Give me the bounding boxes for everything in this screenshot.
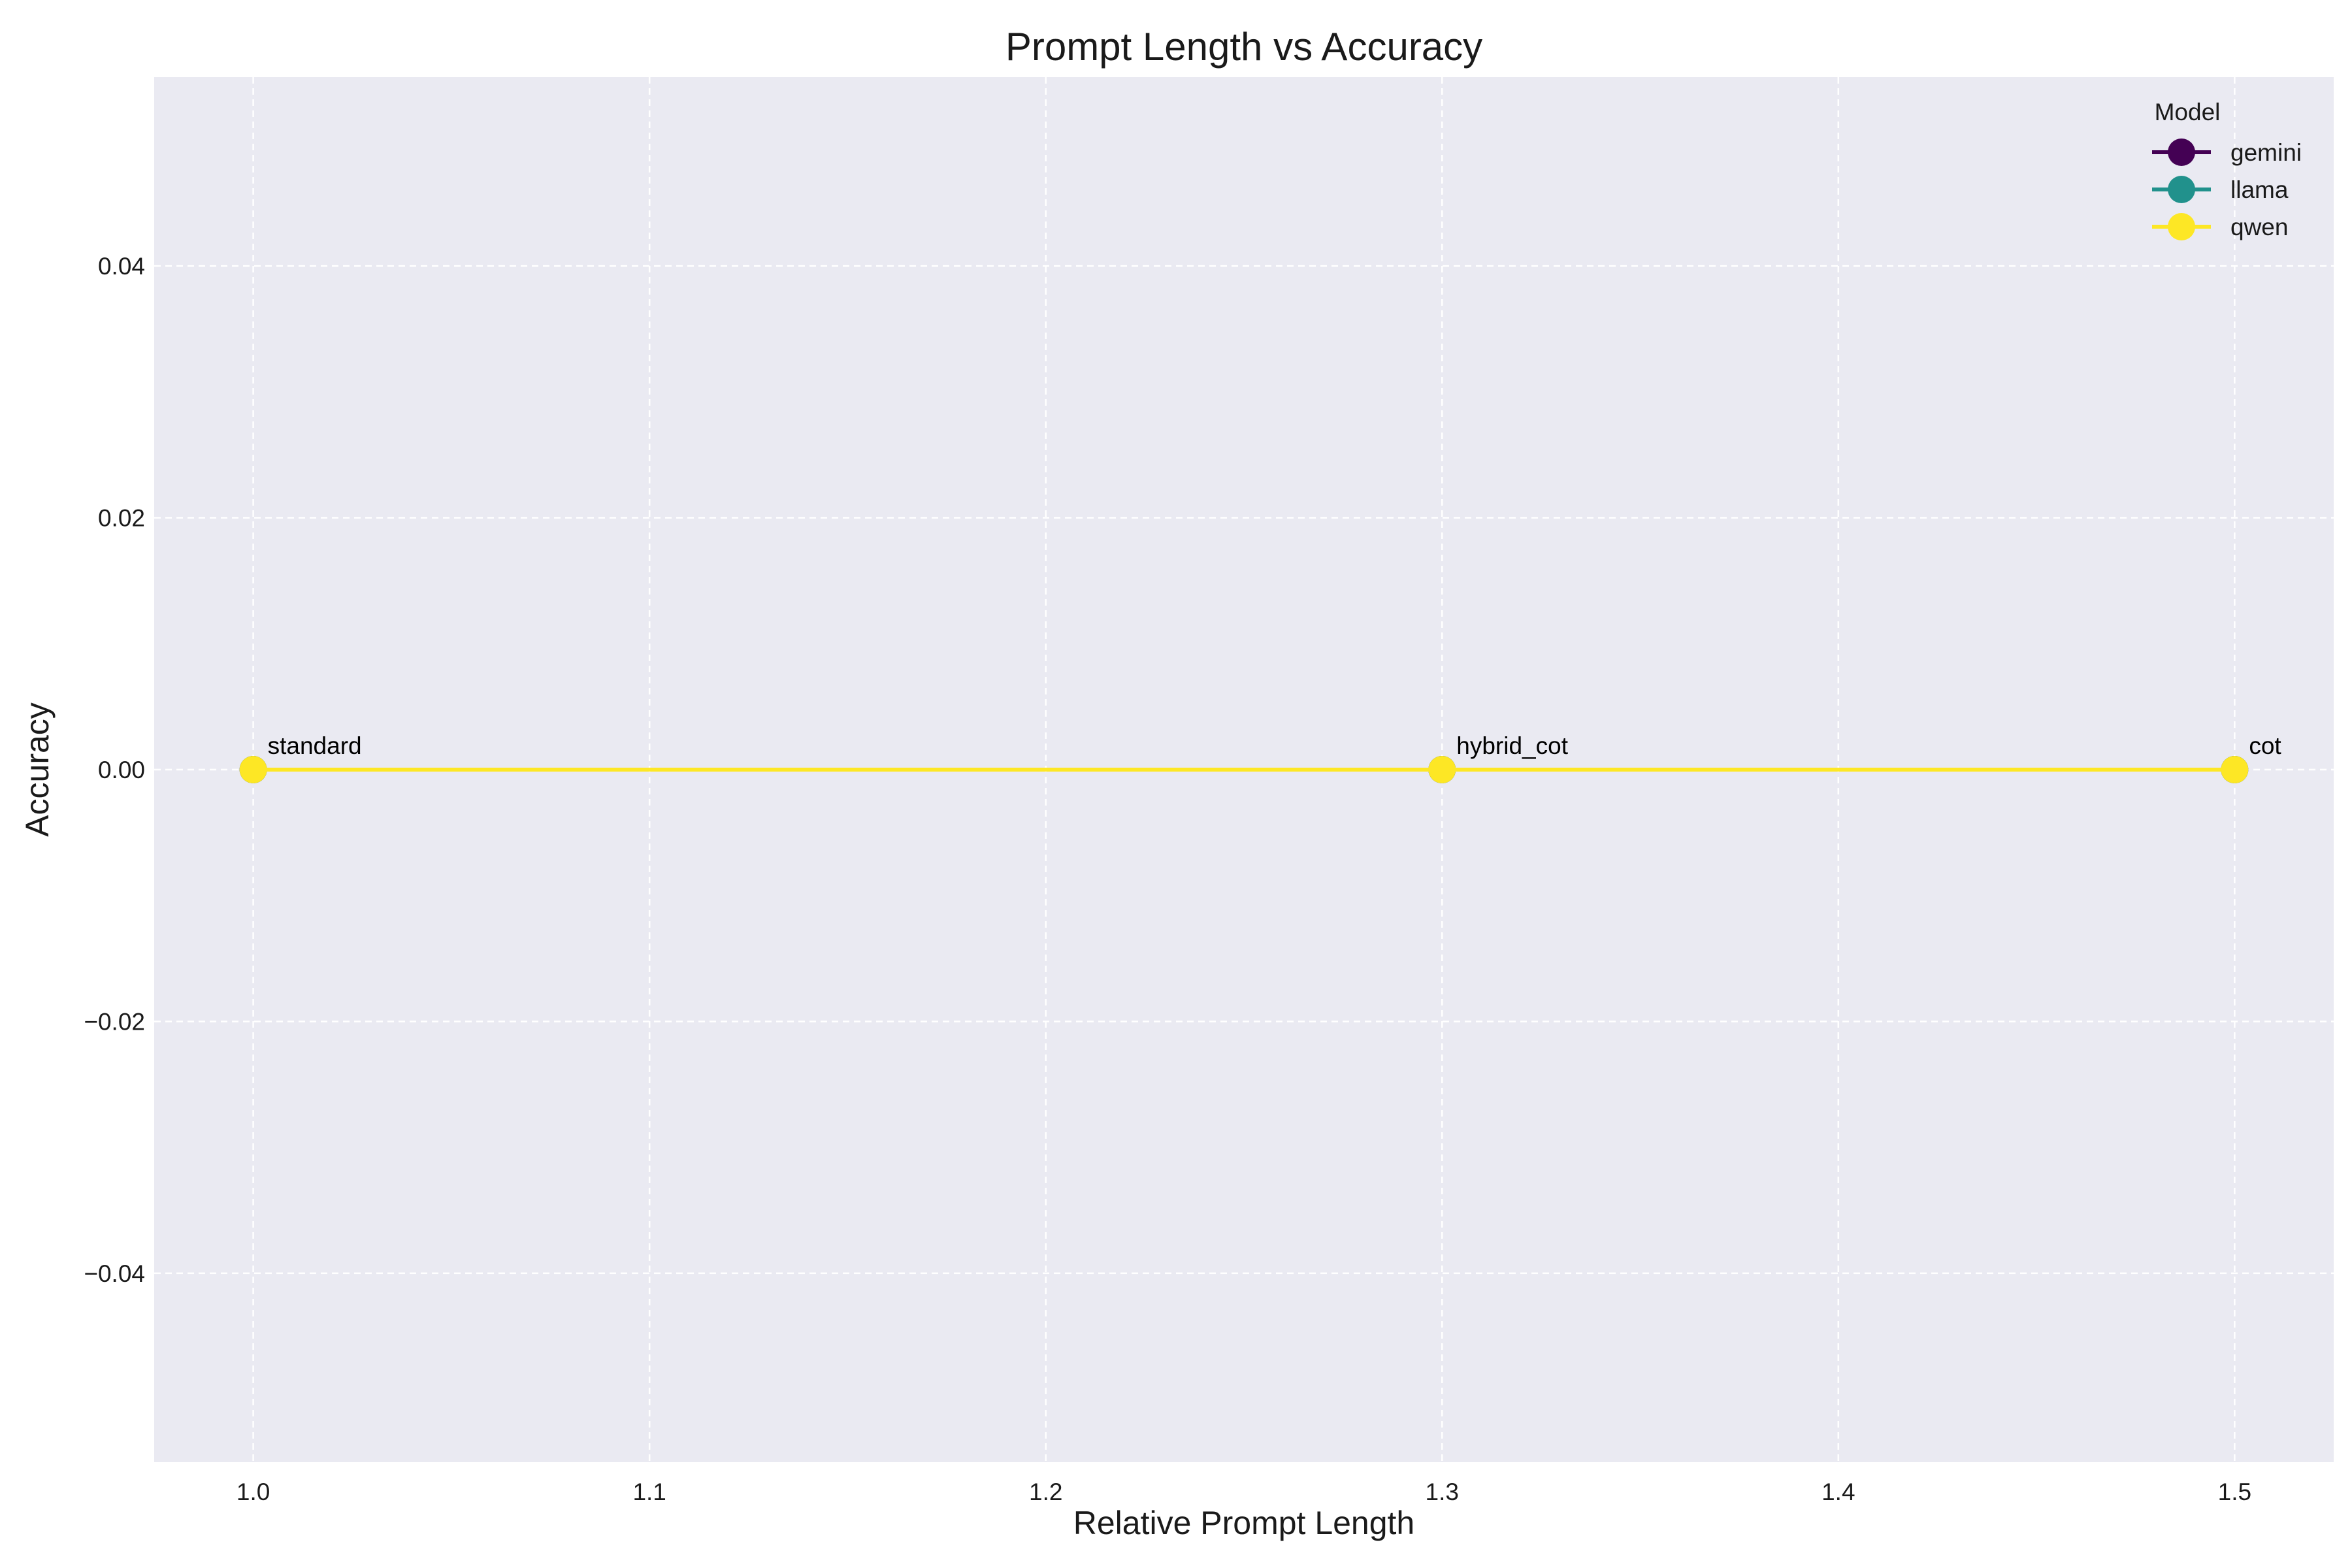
- point-annotations: standard hybrid_cot cot: [268, 732, 2282, 759]
- legend: Model gemini llama qwen: [2152, 99, 2302, 240]
- x-tick-label: 1.4: [1821, 1478, 1855, 1505]
- x-tick-label: 1.5: [2218, 1478, 2251, 1505]
- x-axis-title: Relative Prompt Length: [1073, 1505, 1415, 1541]
- data-point-qwen: [2221, 756, 2249, 783]
- legend-label-gemini: gemini: [2230, 139, 2302, 166]
- y-tick-label: 0.04: [98, 253, 145, 280]
- series-lines: [239, 756, 2249, 783]
- legend-label-qwen: qwen: [2230, 214, 2288, 240]
- legend-label-llama: llama: [2230, 176, 2289, 203]
- y-tick-label: −0.04: [84, 1260, 145, 1287]
- point-annotation: standard: [268, 732, 362, 759]
- data-point-qwen: [239, 756, 267, 783]
- point-annotation: cot: [2249, 732, 2281, 759]
- legend-marker-qwen: [2168, 213, 2195, 240]
- point-annotation: hybrid_cot: [1456, 732, 1568, 759]
- x-tick-label: 1.3: [1426, 1478, 1459, 1505]
- y-tick-label: 0.00: [98, 757, 145, 783]
- x-tick-label: 1.0: [237, 1478, 270, 1505]
- legend-marker-gemini: [2168, 139, 2195, 166]
- axis-ticks: 1.0 1.1 1.2 1.3 1.4 1.5 −0.04 −0.02 0.00 0.02 0.04: [84, 253, 2251, 1505]
- x-tick-label: 1.2: [1029, 1478, 1062, 1505]
- legend-title: Model: [2155, 99, 2221, 125]
- x-tick-label: 1.1: [632, 1478, 666, 1505]
- y-axis-title: Accuracy: [19, 702, 56, 837]
- y-tick-label: 0.02: [98, 505, 145, 532]
- data-point-qwen: [1428, 756, 1456, 783]
- legend-marker-llama: [2168, 176, 2195, 203]
- y-tick-label: −0.02: [84, 1008, 145, 1035]
- chart-title: Prompt Length vs Accuracy: [1005, 25, 1482, 69]
